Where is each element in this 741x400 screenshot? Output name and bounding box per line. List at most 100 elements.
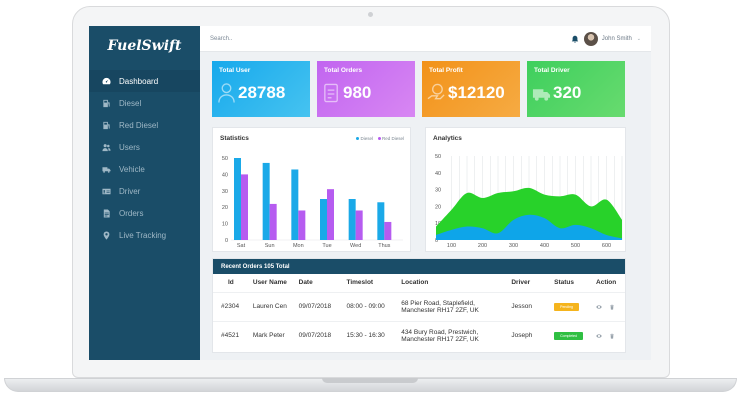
y-tick-label: 40 bbox=[435, 171, 441, 177]
card-value: 980 bbox=[343, 83, 372, 102]
table-row[interactable]: #2304 Lauren Cen 09/07/2018 08:00 - 09:0… bbox=[213, 292, 625, 321]
col-header-driver[interactable]: Driver bbox=[511, 279, 531, 287]
location-line-2: Manchester RH17 2ZF, UK bbox=[401, 335, 479, 343]
eye-icon[interactable] bbox=[596, 304, 602, 310]
document-icon bbox=[101, 208, 111, 218]
analytics-area-chart: 0 10 20 30 40 50 100 200 300 400 500 600 bbox=[435, 154, 623, 249]
analytics-title: Analytics bbox=[433, 135, 462, 142]
y-tick-label: 10 bbox=[222, 222, 228, 228]
table-row[interactable]: #4521 Mark Peter 09/07/2018 15:30 - 16:3… bbox=[213, 321, 625, 350]
stat-cards: Total User 28788 Total Orders 980 Total … bbox=[212, 61, 626, 117]
bar-red-diesel bbox=[241, 174, 248, 240]
col-header-status[interactable]: Status bbox=[554, 279, 575, 287]
card-title: Total User bbox=[219, 67, 251, 74]
y-tick-label: 50 bbox=[435, 154, 441, 160]
order-driver: Joseph bbox=[511, 332, 533, 340]
bar-diesel bbox=[320, 199, 327, 240]
card-total-user[interactable]: Total User 28788 bbox=[212, 61, 310, 117]
chevron-down-icon[interactable]: ⌄ bbox=[636, 35, 641, 42]
sidebar-item-dashboard[interactable]: Dashboard bbox=[89, 70, 200, 92]
col-header-timeslot[interactable]: Timeslot bbox=[346, 279, 374, 287]
x-tick-label: 400 bbox=[540, 243, 549, 249]
money-hand-icon bbox=[427, 83, 445, 100]
card-value: 28788 bbox=[238, 83, 286, 102]
y-tick-label: 30 bbox=[435, 188, 441, 194]
x-tick-label: Sat bbox=[237, 243, 246, 249]
y-tick-label: 20 bbox=[435, 204, 441, 210]
order-actions bbox=[594, 321, 625, 350]
orders-header: Recent Orders 105 Total bbox=[213, 259, 625, 274]
user-name[interactable]: John Smith bbox=[601, 35, 632, 42]
y-tick-label: 0 bbox=[225, 238, 228, 244]
brand-logo[interactable]: FuelSwift bbox=[107, 38, 182, 54]
bar-red-diesel bbox=[298, 210, 306, 240]
legend-label: Diesel bbox=[360, 136, 373, 141]
eye-icon[interactable] bbox=[596, 333, 602, 339]
sidebar-item-label: Orders bbox=[119, 208, 144, 218]
y-tick-label: 10 bbox=[435, 221, 441, 227]
bar-diesel bbox=[377, 202, 385, 240]
card-total-driver[interactable]: Total Driver 320 bbox=[527, 61, 625, 117]
col-header-id[interactable]: Id bbox=[228, 279, 234, 287]
card-total-orders[interactable]: Total Orders 980 bbox=[317, 61, 415, 117]
search-input[interactable]: Search.. bbox=[210, 35, 233, 42]
location-line-1: 68 Pier Road, Stapleﬁeld, bbox=[401, 299, 475, 307]
bar-red-diesel bbox=[355, 210, 363, 240]
order-date: 09/07/2018 bbox=[298, 303, 332, 310]
trash-icon[interactable] bbox=[609, 304, 615, 310]
status-badge: Completed bbox=[554, 331, 584, 340]
legend-item-diesel: Diesel bbox=[356, 136, 373, 141]
card-title: Total Orders bbox=[324, 67, 363, 74]
y-tick-label: 50 bbox=[222, 156, 228, 162]
order-location: 68 Pier Road, Stapleﬁeld, Manchester RH17… bbox=[399, 292, 509, 321]
bar-red-diesel bbox=[384, 221, 392, 240]
avatar[interactable] bbox=[583, 31, 598, 46]
orders-table: Id User Name Date Timeslot Location Driv… bbox=[213, 274, 625, 350]
legend-label: Red Diesel bbox=[381, 136, 404, 141]
statistics-panel: Statistics Diesel Red Diesel 0 10 20 30 40 50… bbox=[212, 127, 411, 252]
location-line-1: 434 Bury Road, Prestwich, bbox=[401, 328, 479, 336]
sidebar-item-label: Red Diesel bbox=[119, 120, 159, 130]
sidebar-item-driver[interactable]: Driver bbox=[89, 180, 200, 202]
user-icon bbox=[218, 83, 235, 103]
order-id: #2304 bbox=[221, 303, 240, 310]
x-tick-label: Tue bbox=[322, 243, 331, 249]
order-actions bbox=[594, 292, 625, 321]
card-title: Total Driver bbox=[534, 67, 570, 74]
orders-icon bbox=[324, 83, 338, 103]
x-tick-label: 100 bbox=[447, 243, 456, 249]
order-date: 09/07/2018 bbox=[298, 332, 332, 340]
order-status: Pending bbox=[552, 292, 594, 321]
order-timeslot: 08:00 - 09:00 bbox=[346, 303, 385, 310]
sidebar-item-live-tracking[interactable]: Live Tracking bbox=[89, 224, 200, 246]
sidebar-item-users[interactable]: Users bbox=[89, 136, 200, 158]
col-header-action: Action bbox=[596, 279, 617, 287]
sidebar-item-label: Live Tracking bbox=[119, 230, 167, 240]
area-series-blue bbox=[436, 214, 622, 240]
bell-icon[interactable] bbox=[571, 35, 579, 43]
trash-icon[interactable] bbox=[609, 333, 615, 339]
y-tick-label: 40 bbox=[222, 172, 228, 178]
speedometer-icon bbox=[101, 76, 111, 86]
order-location: 434 Bury Road, Prestwich, Manchester RH17… bbox=[399, 321, 509, 350]
webcam bbox=[368, 12, 373, 17]
sidebar-item-label: Driver bbox=[119, 186, 141, 196]
col-header-date[interactable]: Date bbox=[298, 279, 313, 287]
card-total-profit[interactable]: Total Profit $12120 bbox=[422, 61, 520, 117]
sidebar-item-label: Vehicle bbox=[119, 164, 145, 174]
statistics-bar-chart: 0 10 20 30 40 50 Sat Sun Mon Tue Wed Thus bbox=[222, 156, 403, 249]
recent-orders: Recent Orders 105 Total Id User Name Dat… bbox=[212, 258, 626, 353]
main-content: Search.. John Smith ⌄ Total User 28788 T… bbox=[200, 26, 651, 360]
col-header-user[interactable]: User Name bbox=[252, 279, 287, 287]
sidebar-item-red-diesel[interactable]: Red Diesel bbox=[89, 114, 200, 136]
bar-red-diesel bbox=[327, 189, 334, 240]
sidebar-item-vehicle[interactable]: Vehicle bbox=[89, 158, 200, 180]
dashboard-screen: FuelSwift Dashboard Diesel Red Diesel Us… bbox=[89, 26, 651, 360]
sidebar-item-diesel[interactable]: Diesel bbox=[89, 92, 200, 114]
sidebar-item-orders[interactable]: Orders bbox=[89, 202, 200, 224]
col-header-location[interactable]: Location bbox=[401, 279, 429, 287]
sidebar-item-label: Users bbox=[119, 142, 140, 152]
bar-diesel bbox=[262, 162, 270, 240]
x-tick-label: 300 bbox=[509, 243, 518, 249]
